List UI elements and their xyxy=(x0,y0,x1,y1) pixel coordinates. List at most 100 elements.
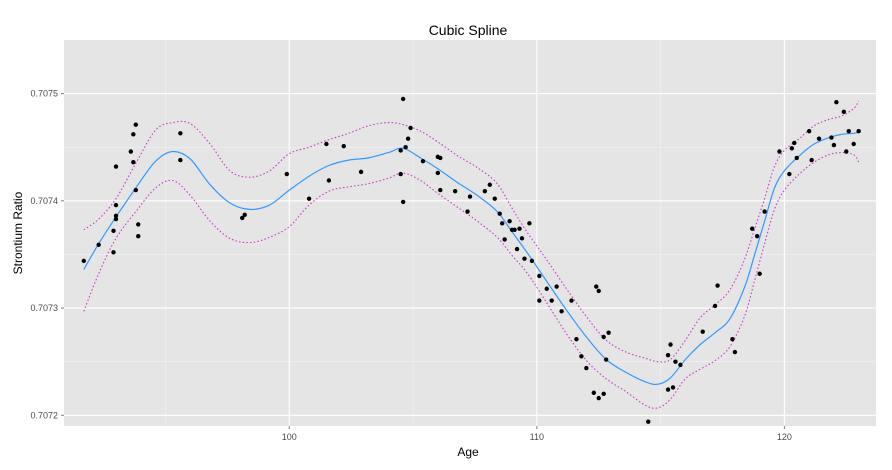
data-point xyxy=(507,219,512,224)
data-point xyxy=(465,209,470,214)
data-point xyxy=(665,387,671,392)
data-point xyxy=(846,128,851,134)
data-point xyxy=(777,149,782,154)
data-point xyxy=(809,157,814,163)
data-point xyxy=(522,256,527,261)
data-point xyxy=(712,303,718,309)
data-point xyxy=(554,284,559,289)
chart-title: Cubic Spline xyxy=(429,22,508,38)
data-point xyxy=(111,250,116,255)
data-point xyxy=(715,283,720,288)
data-point xyxy=(398,171,403,177)
data-point xyxy=(324,141,329,147)
data-point xyxy=(834,99,839,105)
data-point xyxy=(131,132,136,137)
x-tick-label: 100 xyxy=(282,432,297,442)
data-point xyxy=(668,342,673,347)
data-point xyxy=(284,171,290,177)
data-point xyxy=(601,391,606,397)
data-point xyxy=(242,212,247,217)
data-point xyxy=(646,419,651,424)
data-point xyxy=(519,236,525,241)
data-point xyxy=(408,125,413,131)
grid-major xyxy=(64,40,876,426)
data-point xyxy=(131,160,136,165)
data-point xyxy=(816,136,822,141)
data-point xyxy=(113,202,119,208)
data-point xyxy=(111,228,116,234)
data-point xyxy=(527,221,532,226)
plot-panel xyxy=(64,40,876,426)
data-point xyxy=(559,309,564,314)
data-point xyxy=(603,357,609,362)
y-tick-label: 0.7075 xyxy=(30,89,58,99)
data-point xyxy=(670,385,676,390)
x-axis-title: Age xyxy=(457,445,479,459)
data-point xyxy=(178,131,183,136)
data-point xyxy=(529,258,535,264)
data-point xyxy=(487,182,493,187)
data-point xyxy=(512,227,517,232)
data-point xyxy=(492,196,497,201)
data-point xyxy=(789,146,795,151)
data-point xyxy=(844,149,849,154)
data-point xyxy=(128,149,134,154)
data-point xyxy=(240,215,245,221)
data-point xyxy=(113,213,119,219)
data-point xyxy=(178,157,183,163)
x-tick-label: 110 xyxy=(530,432,544,442)
data-point xyxy=(514,246,520,252)
data-point xyxy=(133,122,138,127)
data-point xyxy=(665,353,671,358)
data-point xyxy=(544,286,549,291)
data-point xyxy=(326,178,332,183)
data-point xyxy=(574,336,579,342)
data-point xyxy=(806,128,812,134)
data-point xyxy=(113,216,119,222)
data-point xyxy=(851,141,856,147)
data-point xyxy=(81,258,87,264)
data-point xyxy=(678,362,683,368)
data-point xyxy=(757,271,762,276)
data-point xyxy=(841,109,847,115)
fit-line xyxy=(83,131,859,386)
data-point xyxy=(113,164,119,169)
data-point xyxy=(606,330,611,335)
data-point xyxy=(787,171,792,177)
data-point xyxy=(673,359,678,364)
data-point xyxy=(596,395,601,401)
grid-minor xyxy=(64,40,876,426)
data-point xyxy=(794,155,799,161)
data-point xyxy=(438,187,443,193)
data-point xyxy=(133,187,138,193)
data-point xyxy=(596,288,601,294)
data-point xyxy=(569,298,574,303)
data-point xyxy=(856,128,861,134)
data-point xyxy=(732,349,738,355)
data-point xyxy=(467,194,473,199)
data-point xyxy=(420,158,426,164)
data-point xyxy=(482,188,488,194)
data-point xyxy=(497,211,502,216)
data-point xyxy=(730,336,735,342)
data-point xyxy=(306,196,312,201)
y-tick-label: 0.7073 xyxy=(30,303,58,313)
y-tick-label: 0.7074 xyxy=(30,196,58,206)
data-points xyxy=(81,96,861,424)
y-axis-title: Strontium Ratio xyxy=(11,191,25,274)
y-tick-label: 0.7072 xyxy=(30,410,58,420)
data-point xyxy=(435,170,441,176)
y-axis-ticks: 0.7072 0.7073 0.7074 0.7075 xyxy=(30,89,64,420)
data-point xyxy=(499,221,505,226)
data-point xyxy=(136,222,141,227)
data-point xyxy=(438,155,443,161)
data-point xyxy=(792,140,797,146)
data-point xyxy=(398,148,403,153)
fit-curve xyxy=(83,131,859,386)
data-point xyxy=(754,234,760,239)
data-point xyxy=(452,188,458,194)
data-point xyxy=(579,354,584,359)
data-point xyxy=(96,242,101,247)
data-point xyxy=(594,284,599,289)
